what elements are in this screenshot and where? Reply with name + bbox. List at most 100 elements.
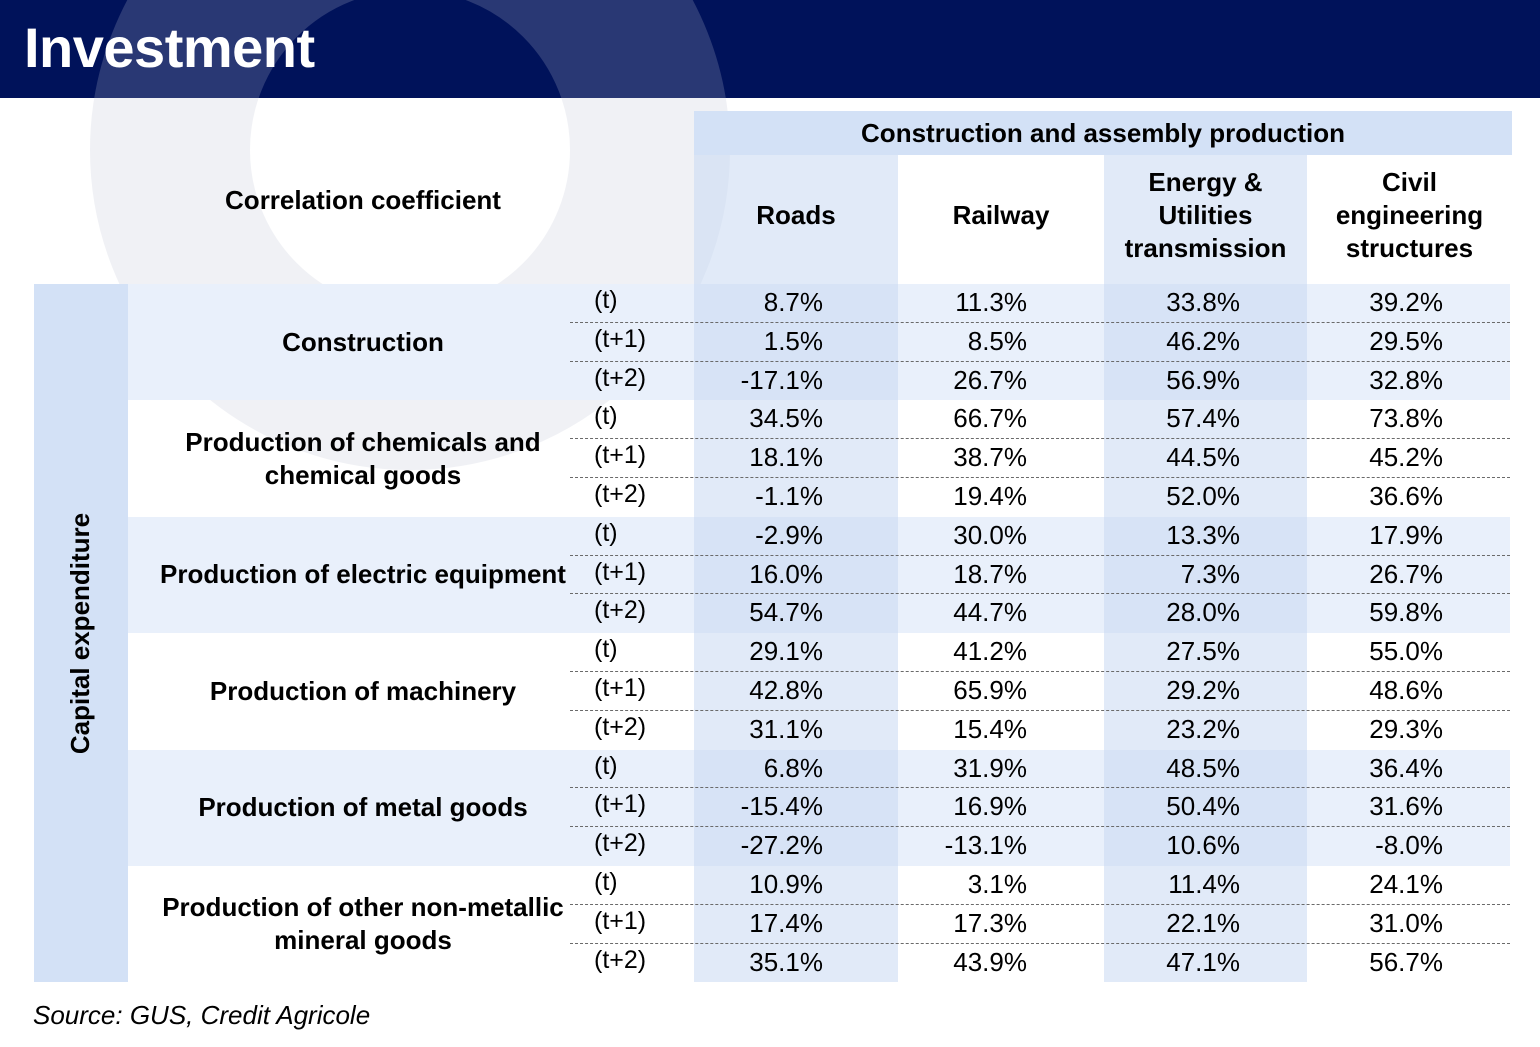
table-cell: 28.0% [1166, 597, 1240, 628]
lag-label: (t+2) [594, 596, 647, 625]
table-cell: 17.9% [1369, 519, 1443, 550]
lag-label: (t+1) [594, 674, 647, 702]
table-cell: 7.3% [1180, 558, 1240, 589]
column-header: Railway [952, 199, 1050, 230]
table-cell: 41.2% [953, 636, 1027, 667]
table-cell: 48.6% [1369, 675, 1443, 705]
table-cell: 16.0% [749, 558, 823, 589]
row-separator [570, 671, 1510, 672]
table-cell: 33.8% [1166, 287, 1240, 317]
row-separator [570, 903, 1510, 905]
table-cell: 35.1% [749, 946, 823, 977]
table-cell: 8.5% [967, 325, 1027, 356]
table-cell: -1.1% [755, 481, 823, 511]
row-separator [570, 554, 1510, 556]
table-cell: 10.6% [1166, 830, 1240, 861]
table-cell: 1.5% [763, 325, 823, 356]
group-name: Construction [282, 326, 444, 357]
row-separator [570, 593, 1510, 595]
row-axis-band [34, 284, 128, 982]
table-cell: 31.0% [1369, 907, 1443, 938]
row-separator [570, 477, 1510, 478]
table-cell: -2.9% [755, 519, 823, 550]
table-cell: 42.8% [749, 675, 823, 705]
table-cell: 6.8% [763, 752, 823, 783]
lag-label: (t+2) [594, 712, 647, 741]
column-header: Roads [756, 199, 836, 230]
table-cell: 45.2% [1369, 442, 1443, 473]
table-cell: 59.8% [1369, 597, 1443, 628]
table-cell: 47.1% [1166, 946, 1240, 977]
corner-label: Correlation coefficient [225, 184, 501, 215]
table-cell: 43.9% [953, 946, 1027, 977]
row-axis-label: Capital expenditure [65, 512, 96, 754]
table-cell: 65.9% [953, 675, 1027, 705]
lag-label: (t) [594, 402, 618, 431]
lag-label: (t+2) [594, 363, 647, 392]
table-cell: 18.7% [953, 558, 1027, 589]
lag-label: (t) [594, 751, 618, 780]
group-name: Production of machinery [209, 675, 517, 706]
row-separator [570, 321, 1510, 323]
table-cell: 31.6% [1369, 791, 1443, 822]
table-cell: 26.7% [1369, 558, 1443, 589]
lag-label: (t+2) [594, 480, 647, 508]
group-name: Production of metal goods [198, 792, 528, 823]
row-separator [570, 360, 1510, 362]
table-cell: 56.9% [1166, 364, 1240, 395]
table-cell: 19.4% [953, 481, 1027, 511]
table-cell: 23.2% [1166, 713, 1240, 744]
lag-label: (t+1) [594, 906, 647, 935]
table-cell: 29.2% [1166, 675, 1240, 705]
group-name: Production of electric equipment [160, 559, 566, 590]
table-cell: 34.5% [749, 403, 823, 434]
table-cell: 27.5% [1166, 636, 1240, 667]
table-cell: 10.9% [749, 869, 823, 899]
table-cell: 22.1% [1166, 907, 1240, 938]
table-cell: 50.4% [1166, 791, 1240, 822]
lag-label: (t) [594, 286, 618, 314]
row-separator [570, 826, 1510, 828]
table-cell: 13.3% [1166, 519, 1240, 550]
lag-label: (t) [594, 635, 618, 664]
column-header: Energy & Utilities transmission [1124, 166, 1287, 263]
table-cell: 44.5% [1166, 442, 1240, 473]
lag-label: (t+1) [594, 441, 647, 470]
table-cell: 52.0% [1166, 481, 1240, 511]
table-cell: 54.7% [749, 597, 823, 628]
lag-label: (t) [594, 868, 618, 896]
column-band [694, 155, 898, 983]
lag-label: (t+2) [594, 945, 647, 974]
table-cell: 29.3% [1369, 713, 1443, 744]
row-separator [570, 438, 1510, 440]
row-separator [570, 942, 1510, 944]
lag-label: (t+1) [594, 324, 647, 353]
table-cell: 16.9% [953, 791, 1027, 822]
page-header: Investment [0, 0, 1540, 98]
table-cell: 31.1% [749, 713, 823, 744]
row-separator [570, 787, 1510, 789]
group-name: Production of chemicals and chemical goo… [185, 426, 541, 490]
table-cell: 32.8% [1369, 364, 1443, 395]
column-header: Civil engineering structures [1335, 166, 1484, 263]
lag-label: (t) [594, 518, 618, 547]
table-cell: 24.1% [1369, 869, 1443, 899]
table-cell: 17.4% [749, 907, 823, 938]
table-cell: 18.1% [749, 442, 823, 473]
lag-label: (t+2) [594, 829, 647, 858]
table-cell: 29.5% [1369, 325, 1443, 356]
table-cell: 26.7% [953, 364, 1027, 395]
table-cell: 55.0% [1369, 636, 1443, 667]
row-separator [570, 709, 1510, 711]
lag-label: (t+1) [594, 557, 647, 586]
table-cell: 56.7% [1369, 946, 1443, 977]
table-cell: 36.4% [1369, 752, 1443, 783]
table-cell: -27.2% [740, 830, 823, 861]
table-cell: 44.7% [953, 597, 1027, 628]
group-name: Production of other non-metallic mineral… [162, 892, 564, 956]
group-header: Construction and assembly production [694, 111, 1512, 155]
table-cell: 11.4% [1168, 869, 1240, 899]
table-cell: -15.4% [740, 791, 823, 822]
table-cell: 29.1% [749, 636, 823, 667]
